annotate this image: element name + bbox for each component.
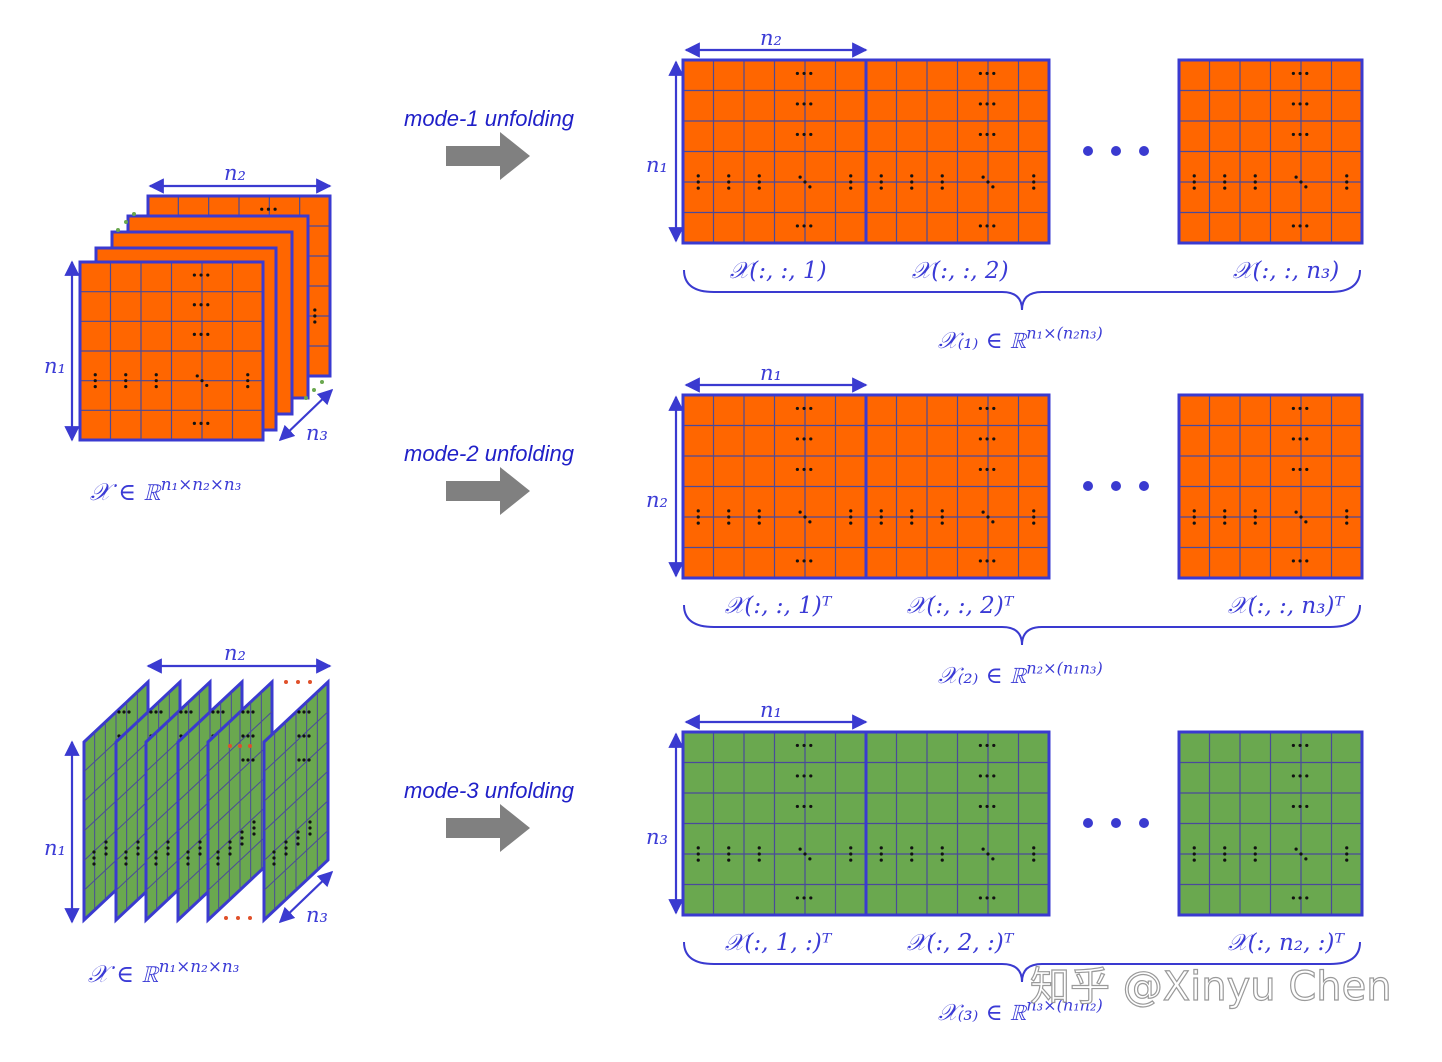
continuation-dot (132, 212, 136, 216)
dim-label-left: n₃ (646, 825, 668, 849)
front-slice (78, 260, 265, 442)
matrix-border (1177, 730, 1364, 917)
dim-label-top: n₂ (224, 641, 246, 665)
slice-caption-n: 𝒳(:, :, n₃)ᵀ (1228, 593, 1346, 619)
slice-matrix-2 (864, 58, 1051, 245)
ellipsis-dot (1111, 481, 1121, 491)
green-tensor: n₂ n₁ n₃ 𝒳 ∈ ℝn₁×n₂×n₃ (44, 641, 334, 988)
continuation-dot (304, 396, 308, 400)
dim-label-depth: n₃ (306, 903, 328, 927)
unfold-arrow (446, 132, 530, 180)
continuation-dot (228, 744, 232, 748)
dim-label-left: n₁ (44, 354, 66, 378)
continuation-dot (308, 680, 312, 684)
tensor-caption: 𝒳 ∈ ℝn₁×n₂×n₃ (90, 474, 242, 506)
matrix-border (1177, 393, 1364, 580)
unfolding-rows: mode-1 unfolding n₂ n₁ 𝒳(:, :, 1) 𝒳(:, :, 2)… (404, 26, 1364, 1026)
continuation-dot (296, 680, 300, 684)
dim-label-top: n₂ (760, 26, 782, 50)
dim-label-left: n₁ (44, 836, 66, 860)
labels: 知乎 @Xinyu Chen (1029, 963, 1392, 1010)
slice-matrix-n (1177, 58, 1364, 245)
slice-caption-n: 𝒳(:, n₂, :)ᵀ (1228, 930, 1346, 956)
slice-caption-n: 𝒳(:, :, n₃) (1233, 258, 1340, 284)
tensor-caption: 𝒳 ∈ ℝn₁×n₂×n₃ (88, 956, 240, 988)
tensor-illustrations: n₂ n₁ n₃ 𝒳 ∈ ℝn₁×n₂×n₃ n₂ n₁ n₃ 𝒳 ∈ ℝn₁×n₂×n₃ (44, 161, 334, 988)
dim-label-depth: n₃ (306, 421, 328, 445)
continuation-dot (116, 228, 120, 232)
continuation-dot (224, 916, 228, 920)
dim-label-left: n₁ (646, 153, 668, 177)
continuation-dot (238, 744, 242, 748)
continuation-dot (124, 220, 128, 224)
dim-label-top: n₁ (760, 698, 782, 722)
continuation-dot (320, 380, 324, 384)
unfolding-row-2: mode-2 unfolding n₁ n₂ 𝒳(:, :, 1)ᵀ 𝒳(:, :, 2… (404, 361, 1364, 689)
slice-caption-2: 𝒳(:, :, 2)ᵀ (907, 593, 1015, 619)
ellipsis-dot (1083, 146, 1093, 156)
matrix-border (864, 393, 1051, 580)
slice-matrix-2 (864, 730, 1051, 917)
unfold-arrow (446, 467, 530, 515)
dim-arrow-depth (278, 870, 334, 924)
slice-caption-1: 𝒳(:, :, 1)ᵀ (725, 593, 833, 619)
dim-label-top: n₁ (760, 361, 782, 385)
curly-brace (683, 604, 1361, 646)
continuation-dot (236, 916, 240, 920)
mode-label: mode-3 unfolding (404, 778, 575, 803)
matrix-border (864, 730, 1051, 917)
continuation-dot (312, 388, 316, 392)
ellipsis-dot (1111, 818, 1121, 828)
continuation-dot (284, 680, 288, 684)
mode-label: mode-2 unfolding (404, 441, 575, 466)
orange-tensor: n₂ n₁ n₃ 𝒳 ∈ ℝn₁×n₂×n₃ (44, 161, 334, 506)
slice-matrix-2 (864, 393, 1051, 580)
unfolding-result: 𝒳₍₂₎ ∈ ℝn₂×(n₁n₃) (938, 658, 1103, 689)
ellipsis-dot (1139, 818, 1149, 828)
watermark: 知乎 @Xinyu Chen (1030, 964, 1392, 1010)
slice-matrix-1 (681, 58, 868, 245)
ellipsis-dot (1111, 146, 1121, 156)
ellipsis-dot (1083, 481, 1093, 491)
slice-matrix-1 (681, 393, 868, 580)
slice-caption-1: 𝒳(:, 1, :)ᵀ (725, 930, 833, 956)
mode-label: mode-1 unfolding (404, 106, 575, 131)
unfolding-row-1: mode-1 unfolding n₂ n₁ 𝒳(:, :, 1) 𝒳(:, :, 2)… (404, 26, 1364, 354)
unfold-arrow (446, 804, 530, 852)
matrix-border (1177, 58, 1364, 245)
matrix-border (78, 260, 265, 442)
dim-label-top: n₂ (224, 161, 246, 185)
ellipsis-dot (1083, 818, 1093, 828)
ellipsis-dot (1139, 481, 1149, 491)
slice-caption-2: 𝒳(:, 2, :)ᵀ (907, 930, 1015, 956)
dim-arrow-depth (278, 388, 334, 442)
slice-matrix-1 (681, 730, 868, 917)
slice-matrix-n (1177, 393, 1364, 580)
slice-caption-1: 𝒳(:, :, 1) (729, 258, 826, 284)
unfolding-result: 𝒳₍₁₎ ∈ ℝn₁×(n₂n₃) (938, 323, 1103, 354)
lateral-slice (206, 678, 274, 924)
slice-caption-2: 𝒳(:, :, 2) (911, 258, 1008, 284)
slice-matrix-n (1177, 730, 1364, 917)
ellipsis-dot (1139, 146, 1149, 156)
dim-label-left: n₂ (646, 488, 668, 512)
continuation-dot (248, 744, 252, 748)
continuation-dot (248, 916, 252, 920)
unfolding-row-3: mode-3 unfolding n₁ n₃ 𝒳(:, 1, :)ᵀ 𝒳(:, 2, :… (404, 698, 1364, 1026)
curly-brace (683, 941, 1361, 983)
lateral-slice (262, 678, 330, 924)
unfolding-result: 𝒳₍₃₎ ∈ ℝn₃×(n₁n₂) (938, 995, 1103, 1026)
matrix-border (864, 58, 1051, 245)
curly-brace (683, 269, 1361, 311)
